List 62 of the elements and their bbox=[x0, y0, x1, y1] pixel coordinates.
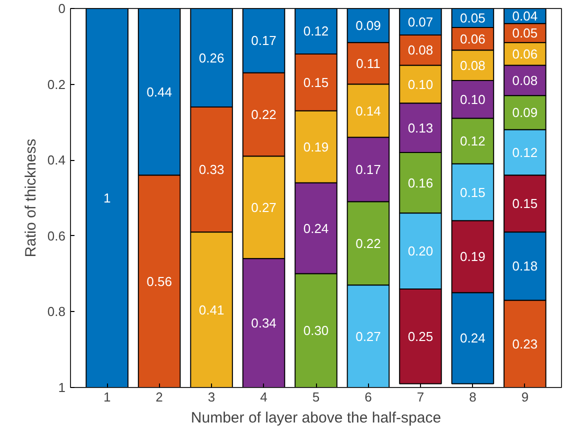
data-label: 0.07 bbox=[408, 14, 434, 30]
data-label: 0.15 bbox=[512, 196, 538, 212]
data-label: 0.14 bbox=[356, 103, 381, 118]
y-axis-title: Ratio of thickness bbox=[22, 138, 40, 258]
x-tick-label: 7 bbox=[416, 390, 424, 404]
data-label: 0.12 bbox=[512, 145, 538, 160]
y-tick-label: 0.8 bbox=[47, 304, 66, 320]
x-tick-label: 2 bbox=[156, 390, 163, 404]
y-tick-label: 0.6 bbox=[47, 228, 66, 244]
data-label: 0.27 bbox=[356, 328, 381, 344]
data-label: 0.13 bbox=[408, 120, 434, 136]
data-label: 0.56 bbox=[146, 274, 172, 289]
x-axis-title: Number of layer above the half-space bbox=[190, 410, 442, 426]
data-label: 0.06 bbox=[512, 46, 538, 62]
data-label: 0.08 bbox=[460, 58, 486, 73]
data-label: 0.20 bbox=[408, 244, 434, 259]
data-label: 0.19 bbox=[460, 249, 486, 264]
data-label: 0.19 bbox=[303, 139, 329, 154]
x-tick-label: 6 bbox=[364, 390, 372, 404]
x-tick-label: 4 bbox=[260, 390, 268, 404]
x-tick-label: 5 bbox=[312, 390, 320, 404]
data-label: 1 bbox=[103, 190, 111, 206]
data-label: 0.10 bbox=[460, 92, 486, 107]
data-label: 0.08 bbox=[512, 73, 538, 88]
data-label: 0.06 bbox=[460, 31, 486, 46]
data-label: 0.05 bbox=[512, 26, 538, 41]
data-label: 0.12 bbox=[303, 24, 329, 39]
data-label: 0.09 bbox=[356, 18, 381, 34]
data-label: 0.24 bbox=[303, 220, 329, 236]
data-label: 0.26 bbox=[198, 50, 224, 66]
y-tick-label: 1 bbox=[58, 380, 66, 395]
x-tick-label: 9 bbox=[521, 390, 529, 404]
data-label: 0.34 bbox=[251, 316, 276, 331]
data-label: 0.24 bbox=[460, 330, 486, 346]
data-label: 0.23 bbox=[512, 336, 538, 352]
data-label: 0.04 bbox=[512, 8, 538, 24]
x-tick-label: 1 bbox=[103, 390, 111, 404]
data-label: 0.12 bbox=[460, 134, 486, 149]
data-label: 0.15 bbox=[303, 74, 329, 90]
data-label: 0.11 bbox=[356, 56, 380, 71]
data-label: 0.05 bbox=[460, 10, 486, 26]
data-label: 0.22 bbox=[356, 236, 381, 251]
data-label: 0.18 bbox=[512, 258, 538, 274]
data-label: 0.10 bbox=[408, 76, 434, 92]
data-label: 0.25 bbox=[408, 328, 434, 344]
data-label: 0.16 bbox=[408, 175, 434, 190]
data-label: 0.17 bbox=[251, 33, 276, 48]
data-label: 0.41 bbox=[198, 302, 224, 318]
x-tick-label: 3 bbox=[208, 390, 216, 404]
data-label: 0.17 bbox=[356, 162, 381, 178]
x-tick-label: 8 bbox=[469, 390, 476, 404]
y-tick-label: 0.4 bbox=[47, 152, 66, 168]
y-tick-label: 0.2 bbox=[47, 76, 66, 92]
data-label: 0.22 bbox=[251, 107, 276, 122]
data-label: 0.09 bbox=[512, 105, 538, 120]
y-tick-label: 0 bbox=[58, 1, 66, 16]
data-label: 0.08 bbox=[408, 42, 434, 58]
data-label: 0.33 bbox=[198, 162, 224, 178]
data-label: 0.15 bbox=[460, 184, 486, 200]
data-label: 0.30 bbox=[303, 323, 329, 338]
data-label: 0.44 bbox=[146, 84, 172, 100]
data-label: 0.27 bbox=[251, 200, 276, 215]
